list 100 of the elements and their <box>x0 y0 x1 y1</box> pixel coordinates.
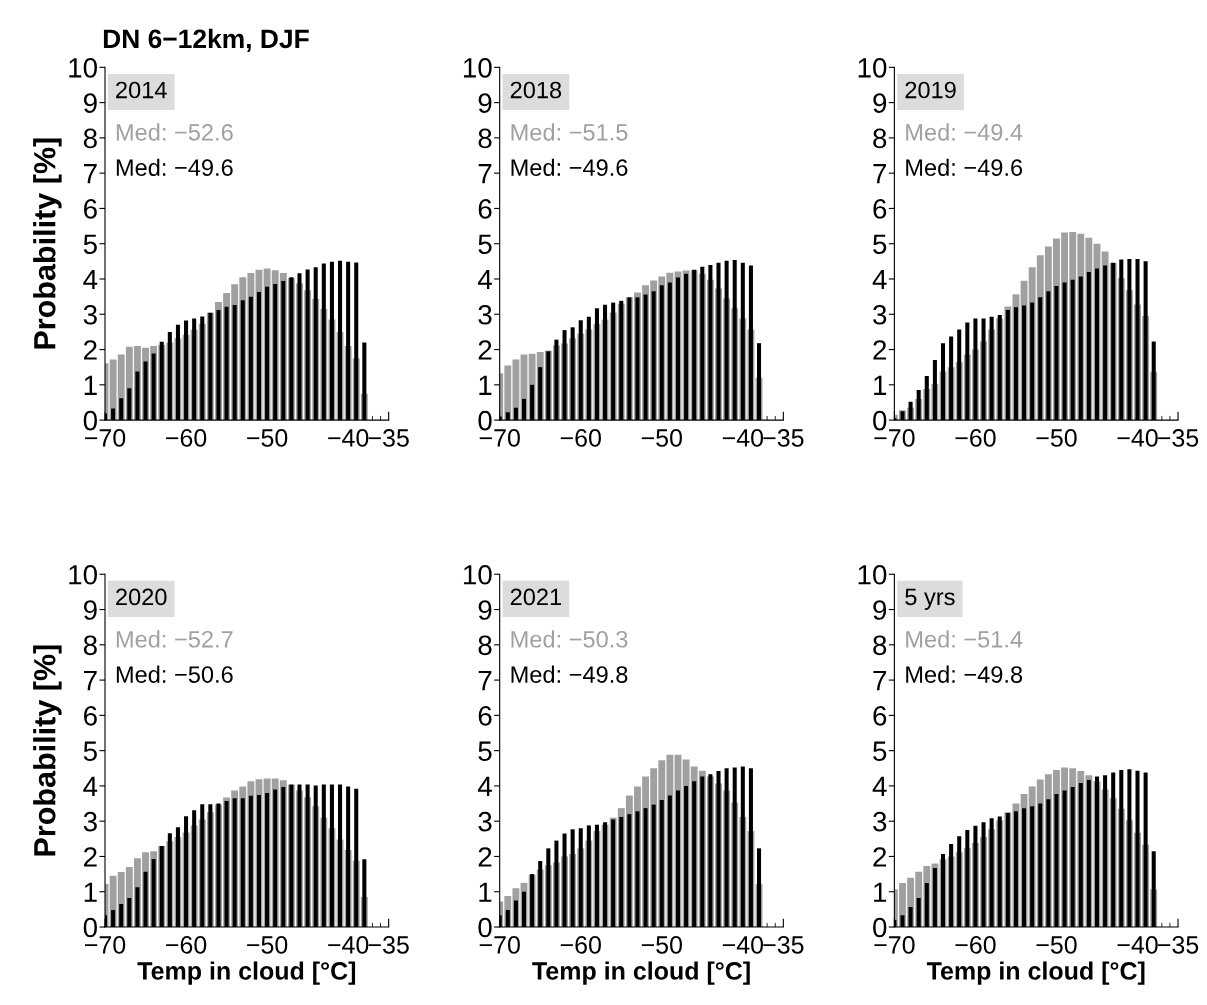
x-tick-label: −60 <box>955 936 996 954</box>
x-tick-label: −35 <box>1158 429 1199 447</box>
y-tick-label: 4 <box>872 776 887 796</box>
y-tick-label: 5 <box>873 741 887 761</box>
y-tick-label: 6 <box>873 199 887 219</box>
x-tick-label: −50 <box>1036 429 1077 447</box>
y-tick-label: 3 <box>83 304 97 325</box>
x-tick-label: −50 <box>247 429 288 447</box>
x-tick-label: −70 <box>479 429 520 447</box>
y-tick-label: 4 <box>477 776 492 796</box>
y-tick-label: 2 <box>84 847 97 867</box>
y-tick-label: 4 <box>83 776 98 796</box>
y-tick-label: 3 <box>873 811 887 832</box>
y-tick-label: 7 <box>84 671 97 691</box>
y-tick-label: 8 <box>83 635 97 656</box>
y-tick-label: 5 <box>873 234 887 255</box>
y-tick-label: 1 <box>84 882 97 902</box>
x-axis-title: Temp in cloud [°C] <box>532 961 750 985</box>
y-tick-label: 10 <box>858 58 887 78</box>
y-tick-label: 8 <box>478 635 492 656</box>
y-tick-label: 8 <box>873 635 887 656</box>
y-tick-label: 5 <box>83 234 97 255</box>
annotation: Med: −49.4 <box>906 123 1023 141</box>
chart-title: DN 6−12km, DJF <box>103 28 309 52</box>
x-tick-label: −60 <box>560 936 601 954</box>
y-tick-label: 0 <box>83 917 97 938</box>
y-tick-label: 1 <box>874 882 887 902</box>
y-axis-title: Probability [%] <box>33 138 62 349</box>
x-tick-label: −40 <box>1117 429 1158 447</box>
y-tick-label: 2 <box>873 847 887 867</box>
x-tick-label: −35 <box>763 429 804 447</box>
x-tick-label: −60 <box>560 429 601 447</box>
y-tick-label: 9 <box>478 93 492 113</box>
y-tick-label: 2 <box>478 340 492 360</box>
y-tick-label: 0 <box>873 410 887 431</box>
y-tick-label: 6 <box>478 706 492 726</box>
annotation: Med: −49.8 <box>906 665 1023 683</box>
annotation: Med: −52.7 <box>116 630 233 648</box>
x-tick-label: −60 <box>166 936 207 954</box>
x-tick-label: −70 <box>85 936 126 954</box>
y-tick-label: 6 <box>84 706 97 726</box>
y-tick-label: 4 <box>477 269 492 290</box>
annotation: Med: −50.3 <box>511 630 628 648</box>
x-tick-label: −50 <box>1036 936 1077 954</box>
y-tick-label: 6 <box>84 199 97 219</box>
y-tick-label: 5 <box>83 741 97 761</box>
annotation: Med: −51.5 <box>511 123 628 141</box>
x-tick-label: −35 <box>368 429 409 447</box>
annotation: Med: −49.6 <box>906 158 1023 176</box>
y-tick-label: 3 <box>83 811 97 832</box>
y-tick-label: 7 <box>873 164 887 184</box>
x-tick-label: −70 <box>874 429 915 447</box>
y-tick-label: 7 <box>478 671 492 691</box>
x-tick-label: −35 <box>763 936 804 954</box>
y-tick-label: 9 <box>83 600 97 620</box>
y-tick-label: 0 <box>478 917 492 938</box>
y-tick-label: 1 <box>479 882 492 902</box>
y-tick-label: 9 <box>873 600 887 620</box>
annotation: Med: −52.6 <box>116 123 233 141</box>
y-tick-label: 9 <box>83 93 97 113</box>
annotation: 2018 <box>510 81 562 99</box>
x-tick-label: −40 <box>328 936 369 954</box>
y-tick-label: 2 <box>84 340 97 360</box>
x-tick-label: −35 <box>1158 936 1199 954</box>
x-tick-label: −70 <box>874 936 915 954</box>
annotation: 5 yrs <box>905 588 955 610</box>
y-tick-label: 6 <box>873 706 887 726</box>
y-tick-label: 0 <box>873 917 887 938</box>
y-tick-label: 7 <box>873 671 887 691</box>
y-tick-label: 5 <box>478 234 492 255</box>
annotation: 2019 <box>905 81 956 99</box>
y-tick-label: 9 <box>873 93 887 113</box>
x-tick-label: −60 <box>166 429 207 447</box>
y-tick-label: 3 <box>873 304 887 325</box>
x-tick-label: −40 <box>328 429 369 447</box>
y-tick-label: 3 <box>478 304 492 325</box>
y-tick-label: 1 <box>479 375 492 395</box>
y-tick-label: 8 <box>873 128 887 149</box>
y-tick-label: 5 <box>478 741 492 761</box>
x-tick-label: −40 <box>722 936 764 954</box>
x-tick-label: −35 <box>368 936 409 954</box>
y-tick-label: 0 <box>83 410 97 431</box>
y-tick-label: 9 <box>478 600 492 620</box>
annotation: 2020 <box>116 588 167 606</box>
x-tick-label: −70 <box>85 429 126 447</box>
x-tick-label: −60 <box>955 429 996 447</box>
annotation: Med: −50.6 <box>116 665 233 683</box>
y-tick-label: 1 <box>84 375 97 395</box>
y-tick-label: 8 <box>83 128 97 149</box>
y-tick-label: 10 <box>69 58 97 78</box>
y-tick-label: 10 <box>463 58 492 78</box>
annotation: Med: −49.6 <box>511 158 628 176</box>
annotation: 2014 <box>116 81 167 99</box>
y-tick-label: 0 <box>478 410 492 431</box>
y-tick-label: 7 <box>84 164 97 184</box>
y-tick-label: 10 <box>463 564 492 585</box>
annotation: Med: −51.4 <box>906 630 1023 648</box>
y-tick-label: 1 <box>874 375 887 395</box>
y-tick-label: 4 <box>83 269 98 290</box>
y-tick-label: 2 <box>873 340 887 360</box>
